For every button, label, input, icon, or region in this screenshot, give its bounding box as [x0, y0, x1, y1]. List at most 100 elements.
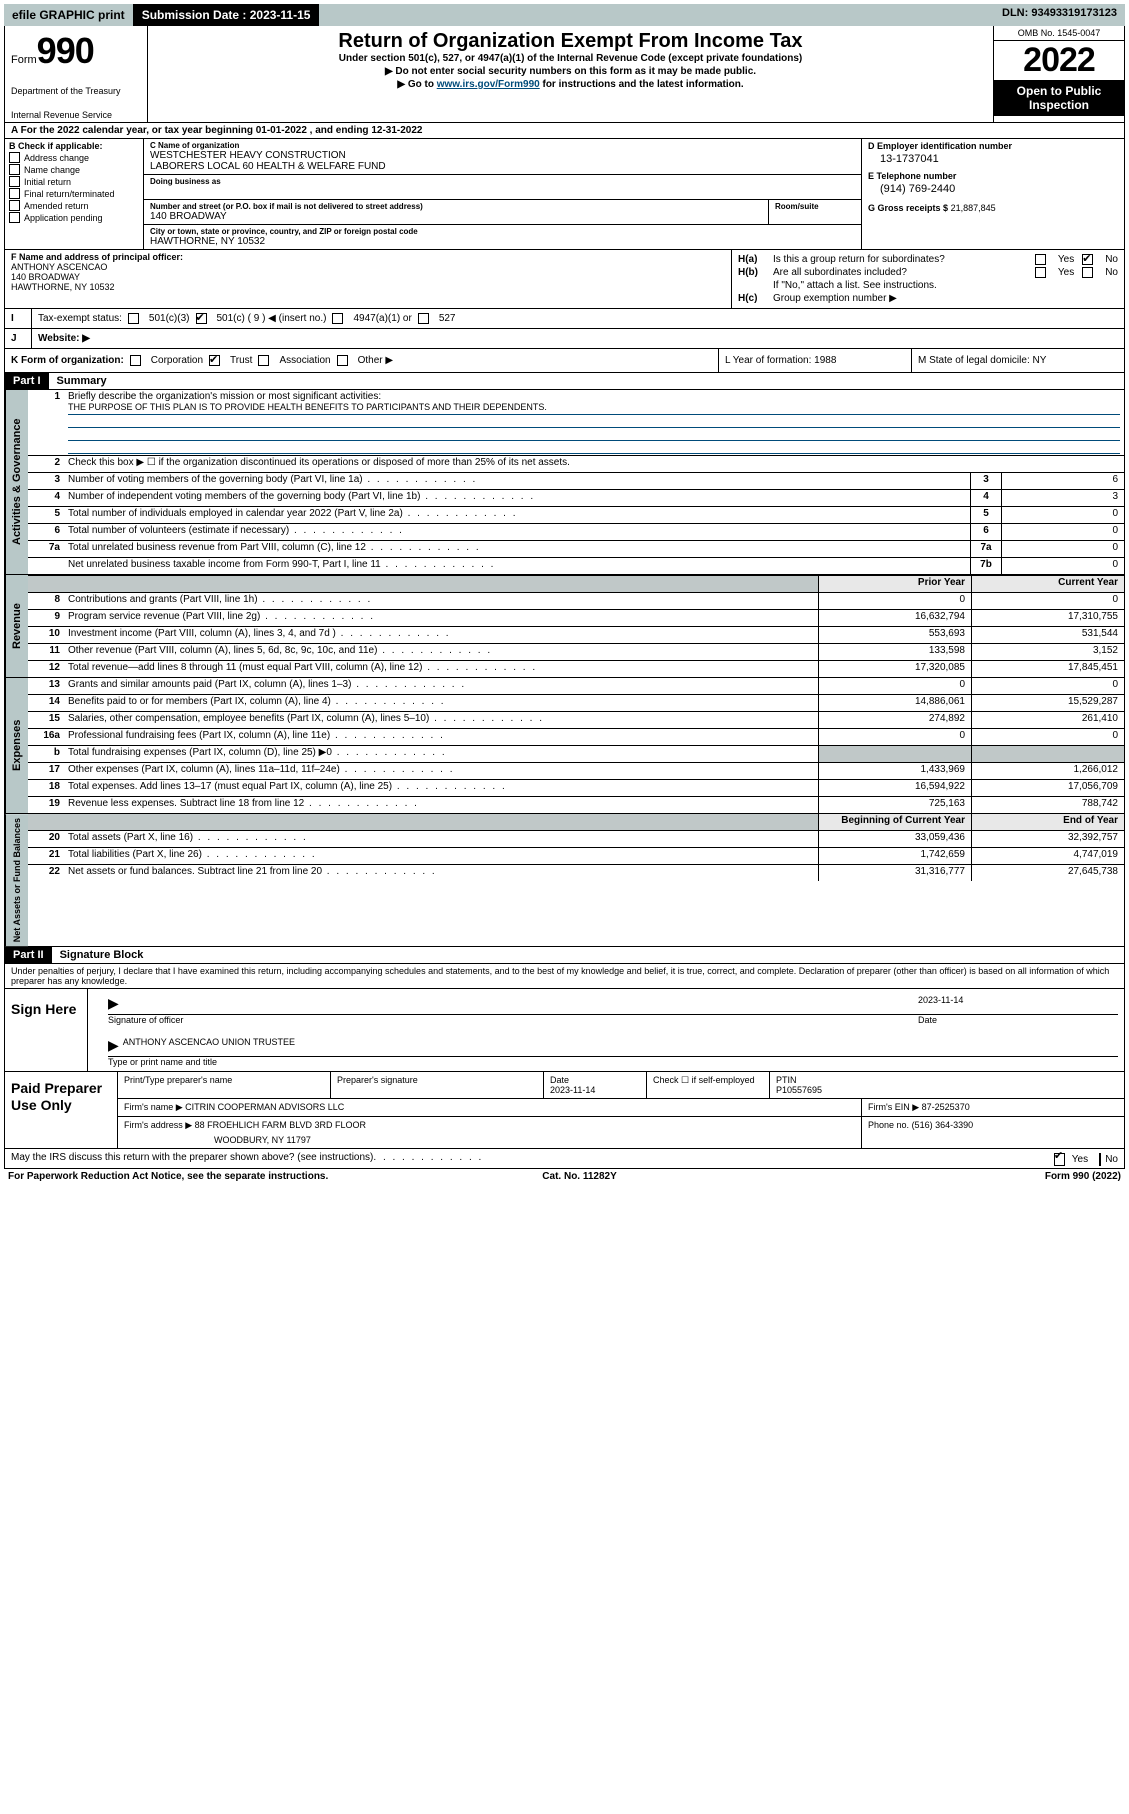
irs-link[interactable]: www.irs.gov/Form990: [437, 79, 540, 90]
yes-label: Yes: [1058, 267, 1074, 278]
k-assoc-checkbox[interactable]: [258, 355, 269, 366]
prior-value: 14,886,061: [818, 695, 971, 711]
line-value: 0: [1001, 524, 1124, 540]
k-corp-checkbox[interactable]: [130, 355, 141, 366]
line-desc: Total revenue—add lines 8 through 11 (mu…: [64, 661, 818, 677]
prior-value: 0: [818, 593, 971, 609]
part2-title: Signature Block: [52, 947, 152, 963]
line-desc: Total unrelated business revenue from Pa…: [64, 541, 970, 557]
discuss-yes-checkbox[interactable]: [1054, 1153, 1065, 1166]
i-4947-checkbox[interactable]: [332, 313, 343, 324]
state-domicile: M State of legal domicile: NY: [911, 349, 1124, 372]
prior-value: 725,163: [818, 797, 971, 813]
prior-value: 16,594,922: [818, 780, 971, 796]
ssn-note: ▶ Do not enter social security numbers o…: [154, 66, 987, 77]
governance-block: Activities & Governance 1 Briefly descri…: [4, 390, 1125, 575]
revenue-block: Revenue Prior Year Current Year 8Contrib…: [4, 575, 1125, 678]
instructions-link-row: ▶ Go to www.irs.gov/Form990 for instruct…: [154, 79, 987, 90]
hc-label: Group exemption number ▶: [773, 293, 897, 304]
org-address: 140 BROADWAY: [150, 211, 762, 222]
omb-number: OMB No. 1545-0047: [994, 26, 1124, 41]
part2-label: Part II: [5, 947, 52, 963]
k-opt4: Other ▶: [358, 355, 393, 366]
ha-no-checkbox[interactable]: [1082, 254, 1093, 265]
line-num: 9: [28, 610, 64, 626]
year-formation: L Year of formation: 1988: [718, 349, 911, 372]
row-k: K Form of organization: Corporation Trus…: [4, 349, 1125, 373]
submission-date-cell: Submission Date : 2023-11-15: [134, 4, 320, 26]
hb-note: If "No," attach a list. See instructions…: [773, 280, 1118, 291]
k-opt3: Association: [279, 355, 330, 366]
k-other-checkbox[interactable]: [337, 355, 348, 366]
line-desc: Grants and similar amounts paid (Part IX…: [64, 678, 818, 694]
prior-value: 1,742,659: [818, 848, 971, 864]
signer-name: ANTHONY ASCENCAO UNION TRUSTEE: [123, 1037, 295, 1054]
discuss-no-checkbox[interactable]: [1099, 1153, 1101, 1166]
no-label: No: [1105, 254, 1118, 265]
line-value: 0: [1001, 507, 1124, 523]
tab-revenue: Revenue: [5, 575, 28, 677]
no-label: No: [1105, 267, 1118, 278]
line-desc: Contributions and grants (Part VIII, lin…: [64, 593, 818, 609]
row-a-period: A For the 2022 calendar year, or tax yea…: [4, 123, 1125, 139]
line-desc: Professional fundraising fees (Part IX, …: [64, 729, 818, 745]
b-checkbox[interactable]: [9, 212, 20, 223]
prior-value: 0: [818, 678, 971, 694]
website-label: Website: ▶: [38, 333, 90, 344]
dln-label: DLN:: [1002, 7, 1028, 19]
line-num: 16a: [28, 729, 64, 745]
prep-sig-hdr: Preparer's signature: [331, 1072, 544, 1098]
line-box: 5: [970, 507, 1001, 523]
tab-expenses: Expenses: [5, 678, 28, 813]
line-desc: Net unrelated business taxable income fr…: [64, 558, 970, 574]
col-b-checkboxes: B Check if applicable: Address changeNam…: [5, 139, 144, 249]
firm-addr-label: Firm's address ▶: [124, 1120, 192, 1130]
b-checkbox[interactable]: [9, 188, 20, 199]
hb-yes-checkbox[interactable]: [1035, 267, 1046, 278]
sign-date: 2023-11-14: [918, 995, 1118, 1012]
open-inspection: Open to Public Inspection: [994, 80, 1124, 116]
tel-value: (914) 769-2440: [880, 183, 1118, 195]
current-value: 17,310,755: [971, 610, 1124, 626]
b-label: Application pending: [24, 213, 103, 223]
i-501c-checkbox[interactable]: [196, 313, 207, 324]
org-name-2: LABORERS LOCAL 60 HEALTH & WELFARE FUND: [150, 161, 855, 172]
i-501c3-checkbox[interactable]: [128, 313, 139, 324]
prior-value: 133,598: [818, 644, 971, 660]
hb-no-checkbox[interactable]: [1082, 267, 1093, 278]
paid-preparer-label: Paid Preparer Use Only: [5, 1072, 118, 1148]
k-trust-checkbox[interactable]: [209, 355, 220, 366]
firm-name-label: Firm's name ▶: [124, 1102, 183, 1112]
addr-label: Number and street (or P.O. box if mail i…: [150, 202, 762, 211]
line-desc: Number of independent voting members of …: [64, 490, 970, 506]
b-checkbox[interactable]: [9, 176, 20, 187]
k-label: K Form of organization:: [11, 355, 124, 366]
prior-value: 0: [818, 729, 971, 745]
sig-date-label: Date: [918, 1015, 1118, 1025]
eoy-hdr: End of Year: [971, 814, 1124, 830]
ha-yes-checkbox[interactable]: [1035, 254, 1046, 265]
line-desc: Other expenses (Part IX, column (A), lin…: [64, 763, 818, 779]
b-checkbox[interactable]: [9, 200, 20, 211]
no-label: No: [1105, 1154, 1118, 1165]
footer-form: Form 990 (2022): [1045, 1171, 1121, 1182]
mission-text: THE PURPOSE OF THIS PLAN IS TO PROVIDE H…: [68, 402, 1120, 415]
line-desc: Number of voting members of the governin…: [64, 473, 970, 489]
section-fh: F Name and address of principal officer:…: [4, 250, 1125, 309]
f-label: F Name and address of principal officer:: [11, 252, 725, 262]
line-num: 22: [28, 865, 64, 881]
room-label: Room/suite: [775, 202, 855, 211]
city-label: City or town, state or province, country…: [150, 227, 855, 236]
line-num: [28, 558, 64, 574]
part1-header-row: Part I Summary: [4, 373, 1125, 390]
line-num: 8: [28, 593, 64, 609]
b-checkbox[interactable]: [9, 164, 20, 175]
b-checkbox[interactable]: [9, 152, 20, 163]
submission-label: Submission Date :: [142, 8, 247, 22]
i-527-checkbox[interactable]: [418, 313, 429, 324]
ein-value: 13-1737041: [880, 153, 1118, 165]
line-num: 20: [28, 831, 64, 847]
prior-value: 274,892: [818, 712, 971, 728]
expenses-block: Expenses 13Grants and similar amounts pa…: [4, 678, 1125, 814]
yes-label: Yes: [1058, 254, 1074, 265]
